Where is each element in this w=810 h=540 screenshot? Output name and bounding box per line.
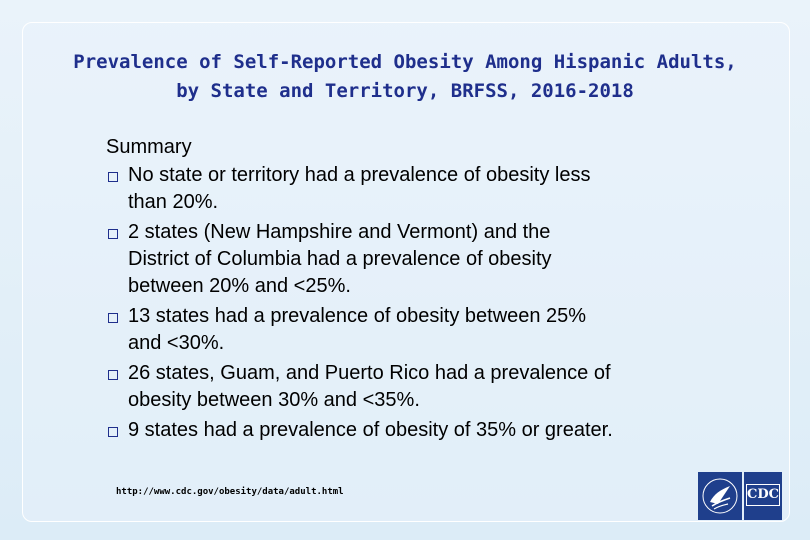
bullet-text-line: 26 states, Guam, and Puerto Rico had a p… <box>128 362 611 384</box>
bullet-text-line: 13 states had a prevalence of obesity be… <box>128 305 587 327</box>
slide-title: Prevalence of Self-Reported Obesity Amon… <box>20 48 790 106</box>
hhs-eagle-logo-icon <box>698 472 742 520</box>
bullet-item: 2 states (New Hampshire and Vermont) and… <box>106 219 726 300</box>
checkbox-bullet-icon <box>108 427 118 437</box>
bullet-text-line: and <30%. <box>128 332 225 354</box>
bullet-text-line: 9 states had a prevalence of obesity of … <box>128 419 613 441</box>
summary-section: Summary No state or territory had a prev… <box>106 134 726 447</box>
logo-group: CDC <box>698 472 788 522</box>
bullet-item: 13 states had a prevalence of obesity be… <box>106 303 726 357</box>
bullet-text-line: No state or territory had a prevalence o… <box>128 164 591 186</box>
source-url: http://www.cdc.gov/obesity/data/adult.ht… <box>116 487 344 497</box>
checkbox-bullet-icon <box>108 172 118 182</box>
summary-heading: Summary <box>106 136 192 158</box>
summary-bullet-list: No state or territory had a prevalence o… <box>106 162 726 444</box>
bullet-item: 26 states, Guam, and Puerto Rico had a p… <box>106 360 726 414</box>
cdc-logo-icon: CDC <box>744 472 782 520</box>
bullet-item: No state or territory had a prevalence o… <box>106 162 726 216</box>
bullet-item: 9 states had a prevalence of obesity of … <box>106 417 726 444</box>
bullet-text-line: between 20% and <25%. <box>128 275 351 297</box>
title-line-1: Prevalence of Self-Reported Obesity Amon… <box>73 51 737 73</box>
bullet-text-line: obesity between 30% and <35%. <box>128 389 420 411</box>
bullet-text-line: than 20%. <box>128 191 219 213</box>
cdc-logo-text: CDC <box>746 484 780 506</box>
bullet-text-line: District of Columbia had a prevalence of… <box>128 248 552 270</box>
bullet-text-line: 2 states (New Hampshire and Vermont) and… <box>128 221 551 243</box>
hhs-eagle-svg <box>702 478 738 514</box>
checkbox-bullet-icon <box>108 370 118 380</box>
checkbox-bullet-icon <box>108 229 118 239</box>
checkbox-bullet-icon <box>108 313 118 323</box>
title-line-2: by State and Territory, BRFSS, 2016-2018 <box>176 80 634 102</box>
content-panel <box>22 22 790 522</box>
